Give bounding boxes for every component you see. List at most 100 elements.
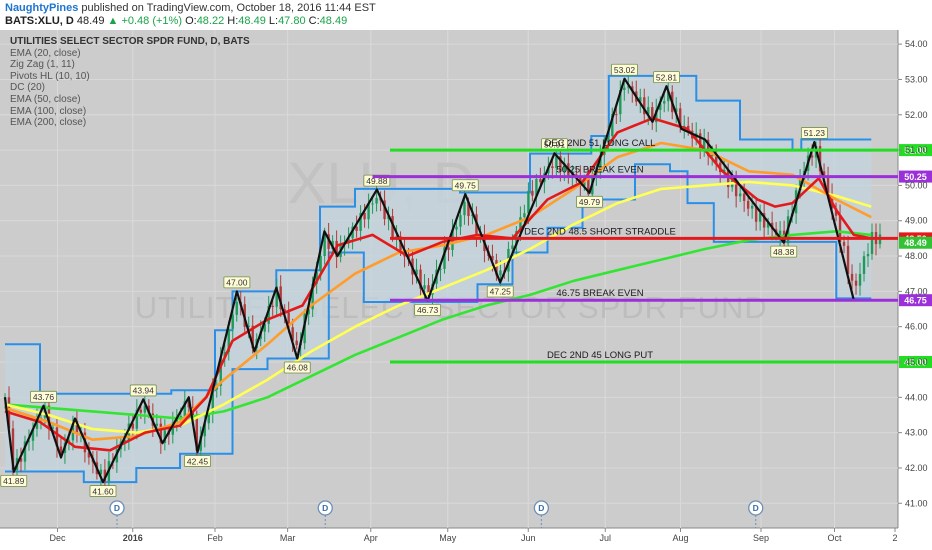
y-tick-label: 47.00 bbox=[905, 286, 928, 296]
symbol-label[interactable]: BATS:XLU, D bbox=[5, 15, 74, 27]
candle-body bbox=[643, 97, 646, 115]
candle-body bbox=[247, 325, 250, 327]
indicator-legend: UTILITIES SELECT SECTOR SPDR FUND, D, BA… bbox=[10, 36, 250, 129]
legend-item-donchian[interactable]: DC (20) bbox=[10, 82, 46, 94]
candle-body bbox=[199, 436, 202, 451]
high-label: H: bbox=[227, 15, 239, 27]
level-price-tag-text: 50.25 bbox=[904, 172, 927, 182]
candle-body bbox=[139, 409, 143, 413]
candle-body bbox=[315, 271, 318, 284]
candle-body bbox=[754, 205, 758, 222]
candle-body bbox=[619, 90, 622, 115]
candle-body bbox=[363, 213, 366, 220]
candle-body bbox=[627, 86, 630, 88]
dividend-marker-circle bbox=[748, 500, 764, 516]
legend-item-ema20[interactable]: EMA (20, close) bbox=[10, 47, 81, 59]
candle-body bbox=[667, 91, 670, 102]
legend-item-zigzag[interactable]: Zig Zag (1, 11) bbox=[10, 59, 75, 71]
pivot-label-text: 48.38 bbox=[773, 247, 795, 257]
last-price-tag-text: 48.49 bbox=[904, 238, 927, 248]
candle-body bbox=[355, 226, 358, 231]
candle-body bbox=[231, 314, 234, 329]
candle-body bbox=[123, 440, 127, 442]
candle-body bbox=[131, 423, 135, 429]
candle-body bbox=[211, 389, 214, 413]
candle-body bbox=[699, 133, 702, 149]
pivot-label-text: 43.76 bbox=[33, 392, 55, 402]
candle-body bbox=[319, 255, 322, 272]
candle-body bbox=[235, 301, 238, 315]
pivot-label-text: 41.89 bbox=[3, 476, 25, 486]
candle-body bbox=[283, 309, 286, 313]
x-tick-label: May bbox=[439, 533, 457, 543]
candle-body bbox=[207, 412, 210, 424]
dividend-marker-label: D bbox=[753, 503, 759, 513]
level-price-tag-box bbox=[899, 170, 932, 183]
legend-item-ema50[interactable]: EMA (50, close) bbox=[10, 93, 81, 105]
low-value: 47.80 bbox=[278, 15, 306, 27]
candle-body bbox=[511, 245, 514, 249]
candle-body bbox=[818, 145, 822, 172]
price-axis-background bbox=[898, 30, 932, 528]
candle-body bbox=[423, 285, 426, 289]
candle-body bbox=[810, 155, 814, 158]
candle-body bbox=[527, 190, 530, 214]
legend-item-ema200[interactable]: EMA (200, close) bbox=[10, 117, 87, 129]
pivot-label: 49.75 bbox=[451, 179, 479, 192]
author-link[interactable]: NaughtyPines bbox=[5, 2, 79, 14]
pivot-label-box bbox=[611, 63, 638, 76]
legend-item-ema100[interactable]: EMA (100, close) bbox=[10, 105, 87, 117]
legend-item-symbol[interactable]: UTILITIES SELECT SECTOR SPDR FUND, D, BA… bbox=[10, 36, 250, 47]
level-label: DEC 2ND 48.5 SHORT STRADDLE bbox=[524, 226, 676, 237]
pivot-label: 43.76 bbox=[30, 390, 57, 403]
candle-body bbox=[870, 232, 874, 254]
candle-body bbox=[866, 253, 870, 257]
x-tick-label: Dec bbox=[49, 533, 66, 543]
x-tick-label: Mar bbox=[280, 533, 296, 543]
candle-body bbox=[714, 154, 718, 163]
candle-body bbox=[183, 401, 186, 417]
candle-body bbox=[587, 178, 590, 195]
pivot-label-text: 47.00 bbox=[226, 278, 248, 288]
candle-body bbox=[227, 328, 230, 353]
dividend-marker: D bbox=[748, 500, 764, 528]
candle-body bbox=[563, 163, 566, 172]
level-label: DEC 2ND 51 LONG CALL bbox=[545, 138, 656, 149]
pivot-label: 46.08 bbox=[283, 361, 311, 374]
published-text: published on TradingView.com, October 18… bbox=[81, 2, 376, 14]
candle-body bbox=[31, 428, 35, 441]
pivot-label-box bbox=[89, 485, 117, 497]
candle-body bbox=[11, 428, 15, 470]
candle-body bbox=[495, 260, 498, 276]
pivot-label-box bbox=[414, 303, 442, 316]
level-price-tag: 50.25 bbox=[899, 170, 932, 183]
candle-body bbox=[778, 230, 782, 235]
pivot-label: 47.25 bbox=[486, 285, 514, 298]
pivot-label-text: 42.45 bbox=[187, 456, 209, 466]
candle-body bbox=[47, 405, 51, 429]
candle-body bbox=[862, 256, 866, 274]
level-price-tag: 45.00 bbox=[899, 356, 932, 368]
candle-body bbox=[846, 245, 850, 274]
pivot-label: 43.94 bbox=[129, 384, 157, 397]
candle-body bbox=[758, 213, 762, 222]
donchian-upper-line bbox=[5, 74, 872, 395]
dividend-marker: D bbox=[533, 500, 550, 528]
pivot-label-text: 49.75 bbox=[455, 180, 477, 190]
candle-body bbox=[539, 178, 542, 183]
candle-body bbox=[551, 166, 554, 169]
y-tick-label: 41.00 bbox=[905, 498, 928, 508]
legend-item-pivots[interactable]: Pivots HL (10, 10) bbox=[10, 70, 90, 82]
pivot-label: 41.60 bbox=[89, 485, 117, 497]
dividend-marker-label: D bbox=[538, 503, 544, 513]
candle-body bbox=[623, 87, 626, 91]
candle-body bbox=[706, 139, 710, 156]
candle-body bbox=[750, 205, 754, 209]
candle-body bbox=[738, 193, 742, 197]
price-change: ▲ +0.48 (+1%) bbox=[107, 15, 182, 27]
candle-body bbox=[103, 469, 107, 482]
pivot-label-box bbox=[486, 285, 514, 298]
level-label: 46.75 BREAK EVEN bbox=[556, 288, 643, 299]
candle-body bbox=[359, 213, 362, 231]
